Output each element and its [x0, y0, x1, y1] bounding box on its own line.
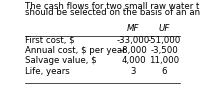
Text: -51,000: -51,000 — [148, 36, 181, 45]
Text: 6: 6 — [162, 67, 167, 76]
Text: First cost, $: First cost, $ — [25, 36, 75, 45]
Text: Annual cost, $ per year: Annual cost, $ per year — [25, 46, 126, 55]
Text: 4,000: 4,000 — [121, 56, 146, 65]
Text: 11,000: 11,000 — [149, 56, 180, 65]
Text: -3,500: -3,500 — [151, 46, 178, 55]
Text: 3: 3 — [131, 67, 136, 76]
Text: Life, years: Life, years — [25, 67, 70, 76]
Text: should be selected on the basis of an annual worth analysis at 10% per year inte: should be selected on the basis of an an… — [25, 8, 200, 17]
Text: UF: UF — [159, 24, 170, 33]
Text: The cash flows for two small raw water treatment systems are shown. Determine wh: The cash flows for two small raw water t… — [25, 2, 200, 11]
Text: Salvage value, $: Salvage value, $ — [25, 56, 97, 65]
Text: -33,000: -33,000 — [117, 36, 150, 45]
Text: -8,000: -8,000 — [120, 46, 147, 55]
Text: MF: MF — [127, 24, 140, 33]
